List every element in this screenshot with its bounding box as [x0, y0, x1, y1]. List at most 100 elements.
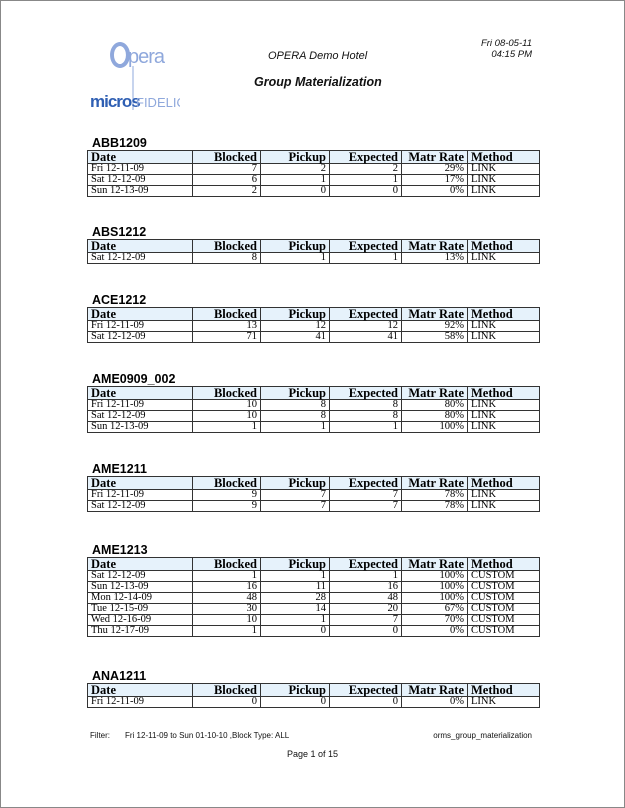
report-time: 04:15 PM [491, 49, 532, 60]
column-header: Date [87, 239, 193, 253]
table-row: Wed 12-16-09 10 1 7 70% CUSTOM [87, 614, 540, 626]
table-cell: Mon 12-14-09 [87, 592, 193, 604]
column-header: Blocked [192, 386, 261, 400]
filter-value: Fri 12-11-09 to Sun 01-10-10 ,Block Type… [125, 731, 290, 740]
table-cell: Sun 12-13-09 [87, 421, 193, 433]
table-cell: 1 [329, 174, 402, 186]
table-cell: 29% [401, 163, 468, 175]
table-cell: 0 [260, 185, 330, 197]
table-cell: 8 [192, 252, 261, 264]
group-title: ABB1209 [92, 136, 147, 150]
table-cell: 13 [192, 320, 261, 332]
group-section: ANA1211 Date Blocked Pickup Expected Matr Rat… [87, 669, 540, 708]
table-cell: 78% [401, 500, 468, 512]
table-header: Date Blocked Pickup Expected Matr Rate Method [87, 476, 540, 490]
table-cell: 7 [329, 614, 402, 626]
table-cell: 100% [401, 570, 468, 582]
table-cell: 9 [192, 489, 261, 501]
table-cell: 10 [192, 399, 261, 411]
table-cell: 8 [329, 399, 402, 411]
column-header: Method [467, 386, 540, 400]
table-cell: LINK [467, 421, 540, 433]
column-header: Method [467, 683, 540, 697]
table-cell: 7 [329, 489, 402, 501]
table-header: Date Blocked Pickup Expected Matr Rate Method [87, 150, 540, 164]
group-table: Date Blocked Pickup Expected Matr Rate Method… [87, 239, 540, 264]
column-header: Matr Rate [401, 307, 468, 321]
table-cell: 1 [260, 174, 330, 186]
table-cell: 30 [192, 603, 261, 615]
column-header: Expected [329, 557, 402, 571]
table-cell: 1 [192, 421, 261, 433]
table-cell: 67% [401, 603, 468, 615]
table-cell: LINK [467, 489, 540, 501]
table-header: Date Blocked Pickup Expected Matr Rate Method [87, 239, 540, 253]
table-cell: Sat 12-12-09 [87, 500, 193, 512]
table-cell: CUSTOM [467, 581, 540, 593]
column-header: Method [467, 239, 540, 253]
table-cell: 1 [329, 570, 402, 582]
group-section: AME1213 Date Blocked Pickup Expected Matr Rat… [87, 543, 540, 637]
table-cell: 9 [192, 500, 261, 512]
column-header: Expected [329, 150, 402, 164]
group-section: ABB1209 Date Blocked Pickup Expected Matr Rat… [87, 136, 540, 197]
table-cell: Sat 12-12-09 [87, 570, 193, 582]
group-title: ANA1211 [92, 669, 147, 683]
table-cell: 92% [401, 320, 468, 332]
group-table: Date Blocked Pickup Expected Matr Rate Method… [87, 150, 540, 197]
group-table: Date Blocked Pickup Expected Matr Rate Method… [87, 476, 540, 512]
table-cell: 2 [260, 163, 330, 175]
table-cell: 7 [260, 500, 330, 512]
table-cell: 12 [329, 320, 402, 332]
table-cell: 1 [260, 614, 330, 626]
table-cell: 100% [401, 421, 468, 433]
table-cell: 16 [329, 581, 402, 593]
column-header: Date [87, 683, 193, 697]
table-cell: 2 [192, 185, 261, 197]
group-title: ABS1212 [92, 225, 147, 239]
table-row: Sat 12-12-09 1 1 1 100% CUSTOM [87, 570, 540, 582]
table-cell: Fri 12-11-09 [87, 489, 193, 501]
table-cell: 8 [260, 399, 330, 411]
table-cell: Sun 12-13-09 [87, 185, 193, 197]
column-header: Matr Rate [401, 386, 468, 400]
table-cell: Fri 12-11-09 [87, 696, 193, 708]
table-cell: LINK [467, 185, 540, 197]
table-row: Fri 12-11-09 13 12 12 92% LINK [87, 320, 540, 332]
table-cell: 100% [401, 592, 468, 604]
table-cell: 0 [260, 696, 330, 708]
table-cell: Sat 12-12-09 [87, 252, 193, 264]
group-title: AME1213 [92, 543, 148, 557]
group-section: ABS1212 Date Blocked Pickup Expected Matr Rat… [87, 225, 540, 264]
table-header: Date Blocked Pickup Expected Matr Rate Method [87, 557, 540, 571]
table-cell: 12 [260, 320, 330, 332]
table-row: Sat 12-12-09 10 8 8 80% LINK [87, 410, 540, 422]
table-cell: 10 [192, 410, 261, 422]
table-row: Sat 12-12-09 9 7 7 78% LINK [87, 500, 540, 512]
column-header: Blocked [192, 307, 261, 321]
table-row: Fri 12-11-09 9 7 7 78% LINK [87, 489, 540, 501]
column-header: Date [87, 386, 193, 400]
table-cell: 1 [260, 570, 330, 582]
report-title: Group Materialization [254, 75, 382, 89]
column-header: Expected [329, 239, 402, 253]
table-cell: LINK [467, 500, 540, 512]
column-header: Pickup [260, 476, 330, 490]
table-cell: Wed 12-16-09 [87, 614, 193, 626]
column-header: Date [87, 476, 193, 490]
table-cell: 0 [329, 625, 402, 637]
table-cell: 14 [260, 603, 330, 615]
column-header: Matr Rate [401, 476, 468, 490]
column-header: Expected [329, 386, 402, 400]
table-cell: CUSTOM [467, 603, 540, 615]
table-cell: 6 [192, 174, 261, 186]
table-cell: 80% [401, 399, 468, 411]
table-cell: 0% [401, 185, 468, 197]
column-header: Blocked [192, 557, 261, 571]
column-header: Pickup [260, 239, 330, 253]
column-header: Expected [329, 683, 402, 697]
table-cell: CUSTOM [467, 570, 540, 582]
column-header: Matr Rate [401, 683, 468, 697]
group-table: Date Blocked Pickup Expected Matr Rate Method… [87, 386, 540, 433]
